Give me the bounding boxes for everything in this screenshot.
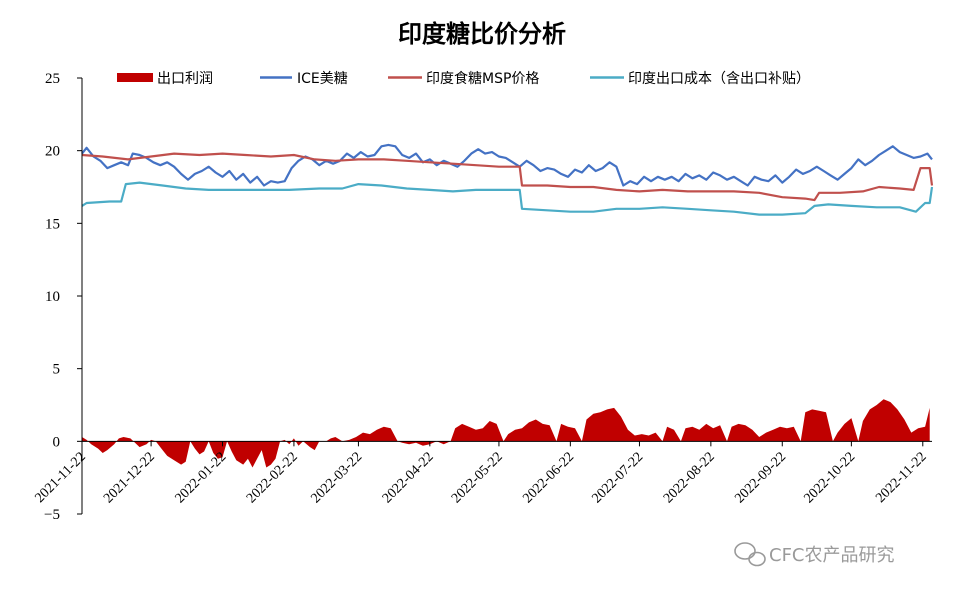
x-tick-label: 2021-11-22 [32, 450, 88, 506]
x-tick-label: 2022-09-22 [732, 450, 789, 507]
legend-label-export-cost: 印度出口成本（含出口补贴） [628, 71, 810, 87]
y-tick-label: 20 [45, 144, 60, 160]
series-msp-price-line [81, 152, 934, 202]
y-tick-label: 15 [45, 216, 60, 232]
x-tick-label: 2022-07-22 [590, 450, 647, 507]
x-tick-label: 2022-11-22 [873, 450, 929, 506]
x-tick-label: 2022-04-22 [380, 450, 437, 507]
x-tick-label: 2022-08-22 [661, 450, 718, 507]
legend-label-msp-price: 印度食糖MSP价格 [426, 70, 539, 87]
x-tick-label: 2022-06-22 [520, 450, 577, 507]
legend-swatch-export-profit [117, 73, 153, 82]
watermark: CFC农产品研究 [734, 542, 895, 567]
y-axis: −5 0 5 10 15 20 25 [44, 71, 83, 523]
series-ice-sugar-line [81, 143, 933, 187]
chart-title: 印度糖比价分析 [398, 20, 566, 48]
legend-label-export-profit: 出口利润 [157, 71, 213, 87]
y-tick-label: 25 [45, 71, 60, 87]
y-tick-label: −5 [44, 507, 60, 523]
y-tick-label: 0 [53, 434, 61, 450]
x-tick-label: 2022-10-22 [801, 450, 858, 507]
wechat-icon [734, 542, 766, 567]
plot-area [81, 143, 934, 468]
y-tick-label: 5 [53, 362, 61, 378]
x-tick-label: 2022-05-22 [449, 450, 506, 507]
series-export-profit-area [82, 399, 930, 468]
y-tick-label: 10 [45, 289, 60, 305]
x-tick-label: 2022-03-22 [308, 450, 365, 507]
legend: 出口利润 ICE美糖 印度食糖MSP价格 印度出口成本（含出口补贴） [117, 70, 810, 87]
x-tick-label: 2021-12-22 [101, 450, 158, 507]
legend-label-ice-sugar: ICE美糖 [297, 71, 348, 87]
watermark-text: CFC农产品研究 [769, 545, 895, 566]
series-export-cost-line [81, 181, 934, 216]
